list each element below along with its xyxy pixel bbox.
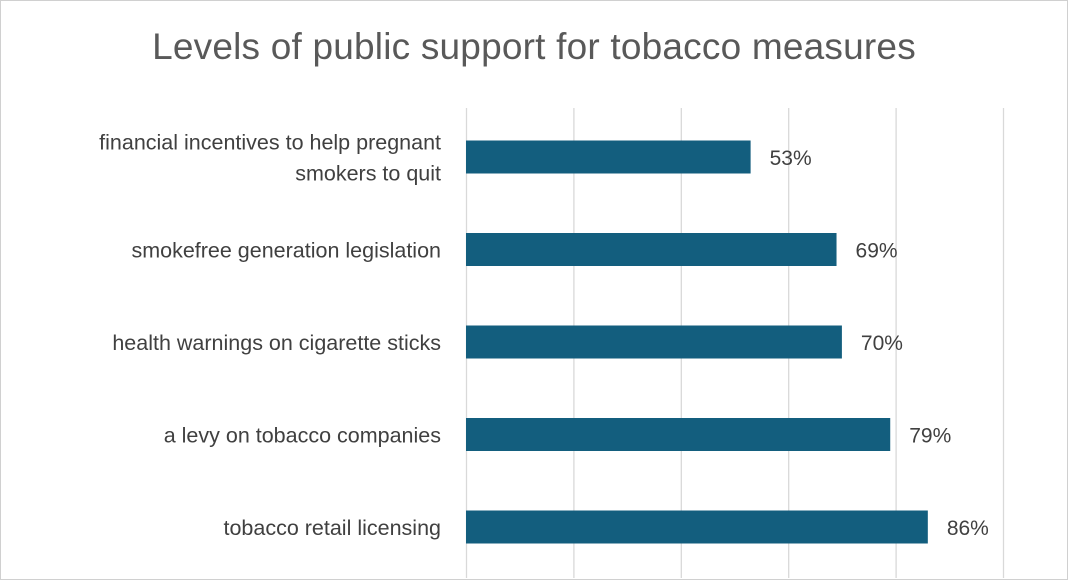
category-label-line: tobacco retail licensing (223, 516, 441, 540)
category-label: financial incentives to help pregnant smo… (99, 131, 441, 186)
data-labels: 53% 69% 70% 79% 86% (770, 147, 989, 540)
bar (466, 510, 928, 544)
category-labels: financial incentives to help pregnant smo… (99, 131, 441, 541)
data-label: 79% (909, 425, 951, 448)
bar (466, 325, 842, 359)
category-label-line: a levy on tobacco companies (164, 424, 441, 448)
category-label-line: financial incentives to help pregnant (99, 131, 441, 155)
bars (466, 140, 928, 544)
chart-title: Levels of public support for tobacco mea… (152, 26, 916, 67)
data-label: 53% (770, 147, 812, 170)
category-label: tobacco retail licensing (223, 516, 441, 540)
data-label: 69% (856, 240, 898, 263)
category-label: smokefree generation legislation (131, 239, 441, 263)
category-label: health warnings on cigarette sticks (112, 331, 441, 355)
data-label: 86% (947, 517, 989, 540)
bar (466, 140, 751, 174)
category-label-line: smokefree generation legislation (131, 239, 441, 263)
category-label: a levy on tobacco companies (164, 424, 441, 448)
bar (466, 418, 891, 451)
category-label-line: health warnings on cigarette sticks (112, 331, 441, 355)
category-label-line: smokers to quit (295, 162, 441, 186)
bar (466, 233, 837, 266)
data-label: 70% (861, 332, 903, 355)
